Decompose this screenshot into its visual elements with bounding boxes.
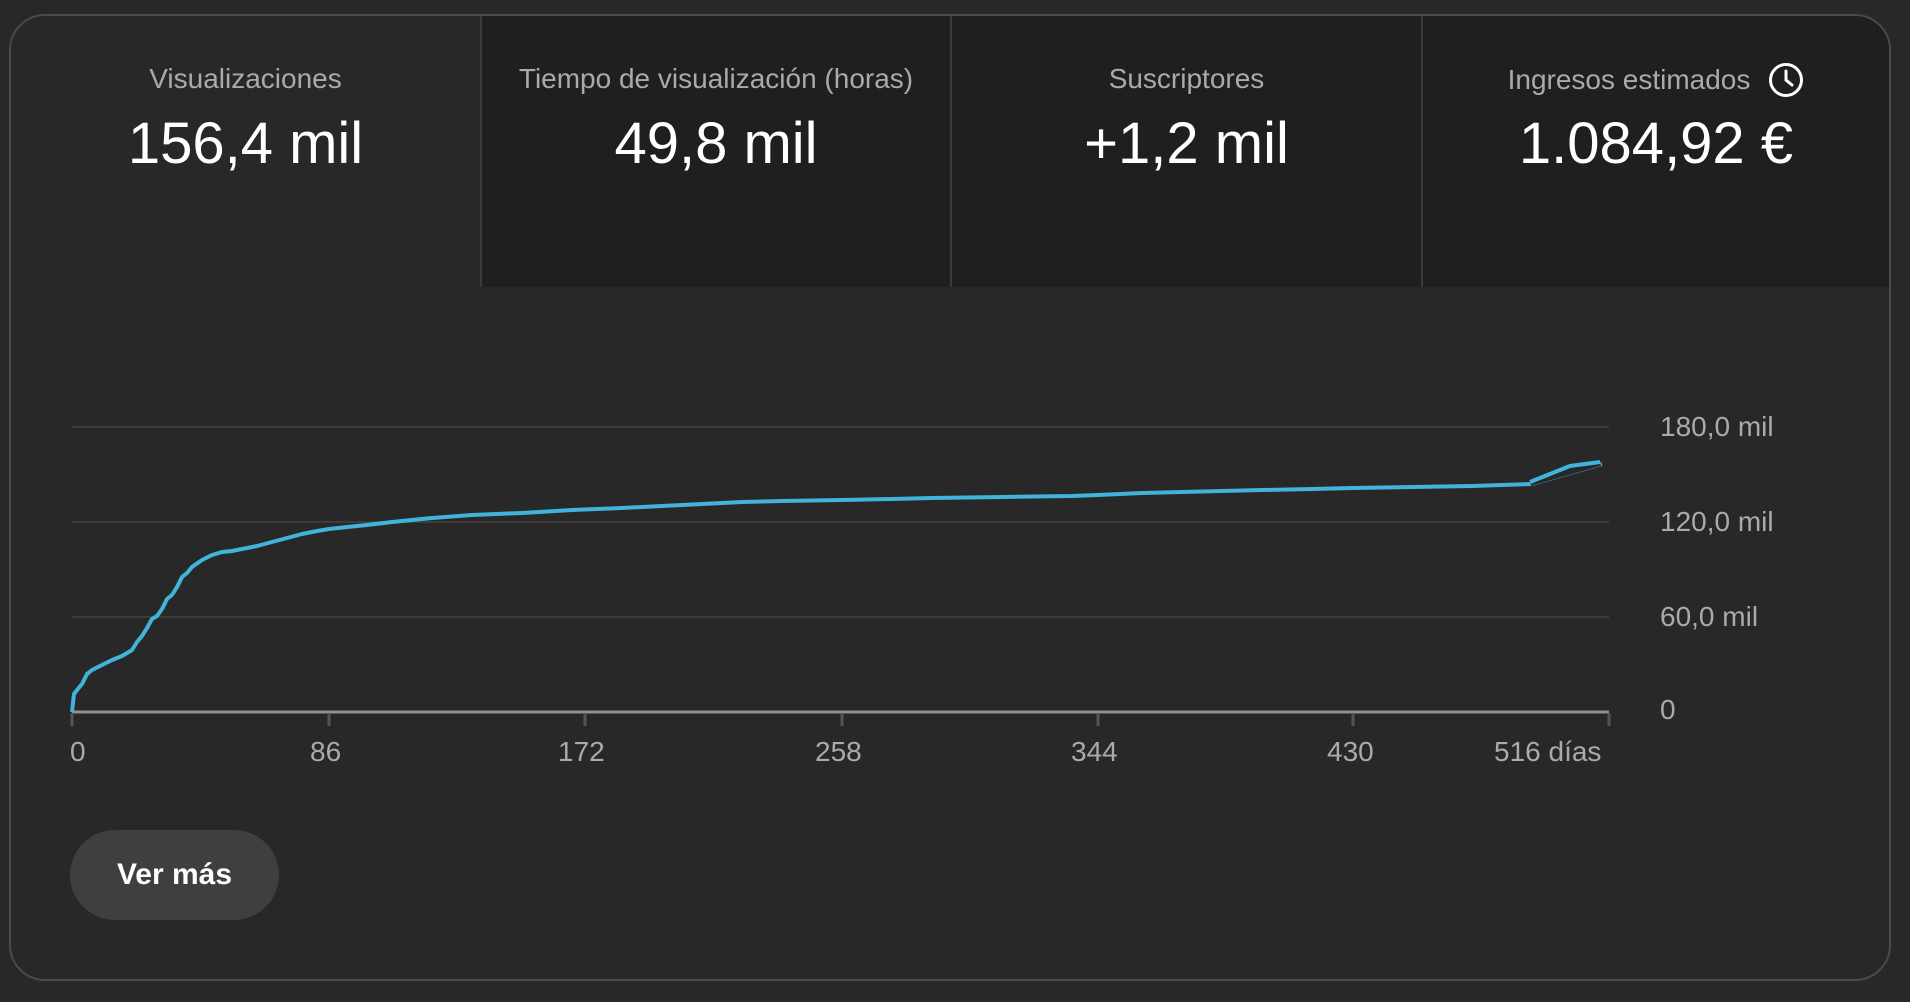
tab-value: 49,8 mil <box>614 111 818 176</box>
x-ticks <box>70 713 1611 726</box>
y-axis-label: 120,0 mil <box>1660 506 1774 537</box>
y-axis-label: 180,0 mil <box>1660 411 1774 442</box>
see-more-button[interactable]: Ver más <box>70 830 279 920</box>
tab-label: Visualizaciones <box>149 63 342 94</box>
x-axis-label: 258 <box>815 736 862 767</box>
tab-tiempo-visualizacion[interactable]: Tiempo de visualización (horas) 49,8 mil <box>480 16 950 287</box>
views-line <box>70 462 1603 713</box>
tab-visualizaciones[interactable]: Visualizaciones 156,4 mil <box>11 16 480 287</box>
tab-label: Suscriptores <box>1108 63 1265 94</box>
gridlines <box>72 426 1609 618</box>
y-axis-label: 0 <box>1660 694 1676 725</box>
tab-value: 1.084,92 € <box>1518 111 1794 176</box>
x-axis-label: 516 días <box>1494 736 1602 767</box>
tab-suscriptores[interactable]: Suscriptores +1,2 mil <box>950 16 1421 287</box>
x-axis-label: 86 <box>310 736 342 767</box>
tab-value: 156,4 mil <box>127 111 364 176</box>
tab-value: +1,2 mil <box>1084 111 1289 176</box>
tab-label: Ingresos estimados <box>1507 64 1751 95</box>
x-axis-label: 430 <box>1327 736 1374 767</box>
tab-label: Tiempo de visualización (horas) <box>518 63 914 94</box>
tab-ingresos-estimados[interactable]: Ingresos estimados 1.084,92 € <box>1421 16 1889 287</box>
clock-icon[interactable] <box>1768 62 1804 98</box>
tab-label-row: Ingresos estimados <box>1423 62 1889 98</box>
y-axis-label: 60,0 mil <box>1660 601 1759 632</box>
metric-tabs: Visualizaciones 156,4 mil Tiempo de visu… <box>11 16 1889 287</box>
x-axis-label: 0 <box>70 736 86 767</box>
x-axis-label: 172 <box>558 736 605 767</box>
analytics-card: Visualizaciones 156,4 mil Tiempo de visu… <box>9 14 1891 981</box>
x-axis-label: 344 <box>1071 736 1118 767</box>
